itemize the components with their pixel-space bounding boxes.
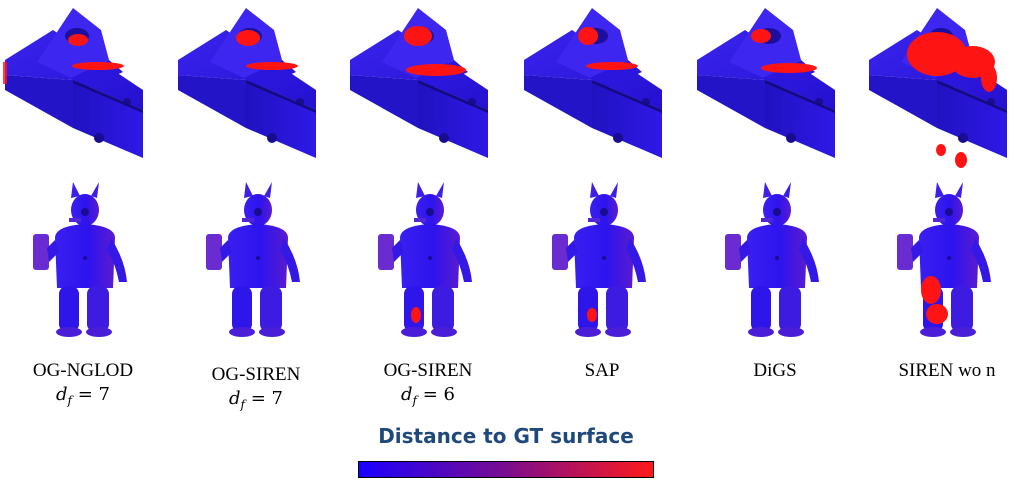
- method-label: SAP: [584, 360, 620, 381]
- method-label: OG-SIREN: [211, 364, 301, 385]
- block-render: [350, 8, 488, 158]
- figure-render: [378, 182, 472, 337]
- block-render: [524, 8, 662, 158]
- df-value: df = 7: [229, 388, 283, 412]
- renders-grid: [3, 8, 1007, 337]
- df-value: df = 7: [56, 384, 110, 408]
- method-label: SIREN wo n: [898, 360, 996, 381]
- figure-render: [33, 182, 127, 337]
- colorbar: [358, 461, 654, 478]
- figure-render: [206, 182, 300, 337]
- method-label: OG-SIREN: [383, 360, 473, 381]
- df-value: df = 6: [401, 384, 455, 408]
- figure-render: [552, 182, 646, 337]
- figure-render: [897, 144, 991, 337]
- figure-render: [725, 182, 819, 337]
- block-render: [869, 8, 1007, 168]
- block-render: [697, 8, 835, 158]
- colorbar-title: Distance to GT surface: [378, 424, 634, 448]
- block-render: [178, 8, 316, 158]
- method-label: OG-NGLOD: [32, 360, 134, 381]
- method-label: DiGS: [753, 360, 797, 381]
- block-render: [3, 8, 143, 158]
